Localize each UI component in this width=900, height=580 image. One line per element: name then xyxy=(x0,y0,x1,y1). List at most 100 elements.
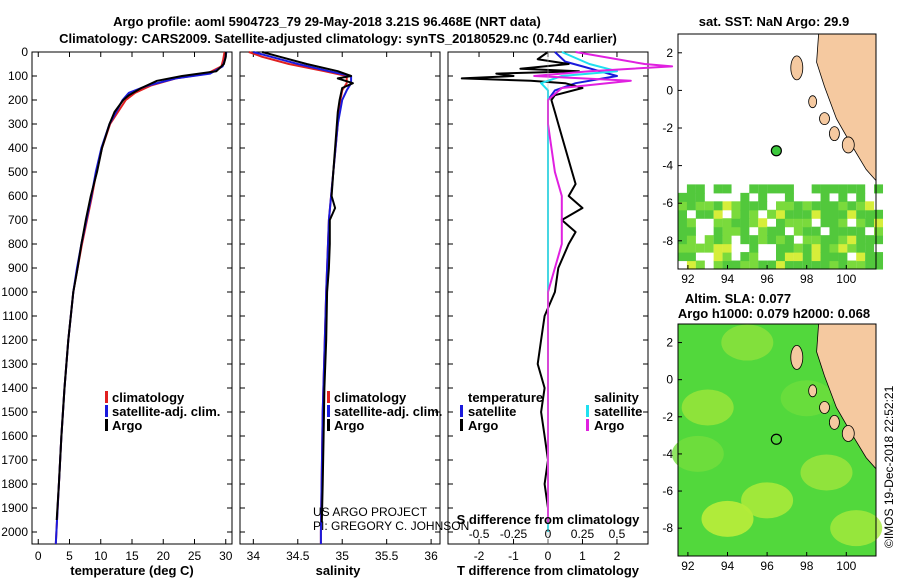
x-tick-label: 25 xyxy=(188,549,202,563)
sst-cell xyxy=(856,243,866,253)
sst-cell xyxy=(740,218,750,228)
series-argo xyxy=(55,52,227,521)
sst-cell xyxy=(686,201,696,211)
sst-cell xyxy=(713,260,723,270)
sst-cell xyxy=(802,201,812,211)
sst-cell xyxy=(856,252,866,262)
sst-cell xyxy=(695,184,705,194)
y-tick-label: 600 xyxy=(8,189,28,203)
sst-cell xyxy=(811,226,821,236)
sst-cell xyxy=(678,192,687,202)
sst-cell xyxy=(874,209,884,219)
sst-cell xyxy=(838,192,848,202)
map-border xyxy=(677,33,877,270)
map-y-tick-label: 2 xyxy=(666,46,673,60)
legend-swatch-s-argo xyxy=(586,419,589,431)
sst-cell xyxy=(802,226,812,236)
series-satellite-adj-clim- xyxy=(253,51,353,544)
sst-cell xyxy=(874,226,884,236)
sst-cell xyxy=(847,235,857,245)
map-x-tick-label: 94 xyxy=(721,559,735,573)
sst-cell xyxy=(811,201,821,211)
temperature-plot: 0100200300400500600700800900100011001200… xyxy=(1,45,232,563)
sst-cell xyxy=(686,252,696,262)
series-climatology xyxy=(248,51,348,544)
island xyxy=(819,401,830,414)
map-y-tick-label: 0 xyxy=(666,83,673,97)
sst-cell xyxy=(740,192,750,202)
difference-xlabel-top: S difference from climatology xyxy=(457,512,641,527)
sst-cell xyxy=(838,218,848,228)
sst-cell xyxy=(740,226,750,236)
series-climatology xyxy=(54,51,226,545)
series-argo xyxy=(261,51,354,523)
sla-anomaly-blob xyxy=(671,435,724,472)
sst-cell xyxy=(686,184,696,194)
title-line-1: Argo profile: aoml 5904723_79 29-May-201… xyxy=(113,14,541,29)
sst-cell xyxy=(865,209,875,219)
sst-cell xyxy=(838,226,848,236)
legend-climatology: climatology xyxy=(112,390,185,405)
sst-cell xyxy=(695,201,705,211)
sst-cell xyxy=(856,226,866,236)
map-y-tick-label: 0 xyxy=(666,373,673,387)
sst-cell xyxy=(776,226,786,236)
sst-cell xyxy=(713,252,723,262)
sst-cell xyxy=(749,243,759,253)
sst-cell xyxy=(695,260,705,270)
sst-cell xyxy=(802,260,812,270)
legend-argo: Argo xyxy=(112,418,142,433)
sst-cell xyxy=(829,218,839,228)
map-border xyxy=(677,323,877,557)
sst-cell xyxy=(829,209,839,219)
sst-cell xyxy=(838,260,848,270)
series-t-argo xyxy=(460,51,584,523)
sst-cell xyxy=(802,209,812,219)
sla-anomaly-blob xyxy=(830,510,883,547)
sst-cell xyxy=(793,218,803,228)
sst-cell xyxy=(695,209,705,219)
sst-cell xyxy=(686,243,696,253)
x-tick-label-top: 0.5 xyxy=(609,527,626,541)
sst-cell xyxy=(686,218,696,228)
sst-cell xyxy=(767,226,777,236)
sst-cell xyxy=(731,226,741,236)
x-tick-label: 0 xyxy=(545,549,552,563)
map-y-tick-label: -6 xyxy=(662,484,673,498)
sst-cell xyxy=(784,209,794,219)
sst-map: 2 0 -2 -4 -6 -8 92 94 96 98 100 xyxy=(662,33,884,286)
credit-line-1: US ARGO PROJECT xyxy=(313,505,428,519)
y-tick-label: 1300 xyxy=(1,357,28,371)
sst-cell xyxy=(811,209,821,219)
sst-cell xyxy=(847,201,857,211)
sst-cell xyxy=(865,260,875,270)
sst-cell xyxy=(776,235,786,245)
sst-cell xyxy=(856,201,866,211)
argo-float-marker xyxy=(770,433,782,445)
sst-cell xyxy=(695,243,705,253)
y-tick-label: 800 xyxy=(8,237,28,251)
sst-cell xyxy=(678,226,687,236)
sst-cell xyxy=(713,209,723,219)
sst-cell xyxy=(847,226,857,236)
sst-cell xyxy=(811,235,821,245)
sst-cell xyxy=(686,192,696,202)
sst-cell xyxy=(802,252,812,262)
sst-cell xyxy=(838,209,848,219)
legend-swatch-t-satellite xyxy=(460,405,463,417)
sst-cell xyxy=(740,201,750,211)
sst-cell xyxy=(713,184,723,194)
sst-cell xyxy=(820,218,830,228)
sst-cell xyxy=(749,235,759,245)
sst-cell xyxy=(838,252,848,262)
sst-cell xyxy=(865,218,875,228)
difference-legend-salinity: salinity satellite Argo xyxy=(586,390,642,433)
sst-cell xyxy=(811,243,821,253)
sst-cell xyxy=(704,243,714,253)
salinity-panel xyxy=(239,51,441,545)
argo-float-marker xyxy=(770,145,782,157)
x-tick-label: 35 xyxy=(336,549,350,563)
sla-anomaly-blob xyxy=(721,324,774,361)
sst-cell xyxy=(784,201,794,211)
